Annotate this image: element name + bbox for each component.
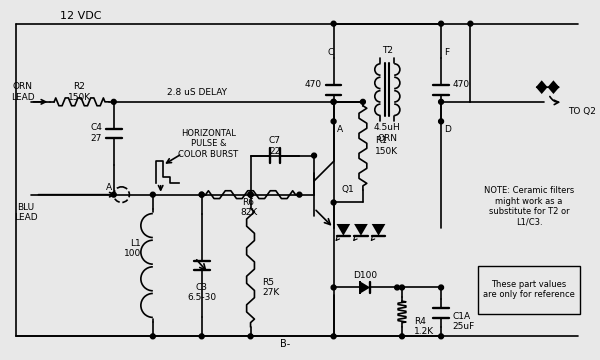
Circle shape — [297, 192, 302, 197]
Text: C3
6.5-30: C3 6.5-30 — [187, 283, 216, 302]
FancyBboxPatch shape — [478, 266, 580, 314]
Text: R6
82K: R6 82K — [240, 198, 257, 217]
Text: 4.5uH
ORN: 4.5uH ORN — [374, 123, 401, 143]
Text: D100: D100 — [353, 271, 377, 280]
Text: These part values
are only for reference: These part values are only for reference — [483, 280, 575, 299]
Circle shape — [468, 21, 473, 26]
Text: NOTE: Ceramic filters
might work as a
substitute for T2 or
L1/C3.: NOTE: Ceramic filters might work as a su… — [484, 186, 574, 226]
Text: T2: T2 — [382, 46, 393, 55]
Circle shape — [331, 334, 336, 339]
Text: A: A — [106, 183, 112, 192]
Circle shape — [395, 285, 400, 290]
Text: B-: B- — [280, 339, 290, 349]
Text: ORN
LEAD: ORN LEAD — [11, 82, 35, 102]
Text: A: A — [337, 125, 343, 134]
FancyBboxPatch shape — [479, 169, 579, 254]
Polygon shape — [372, 224, 385, 236]
Circle shape — [331, 200, 336, 205]
Polygon shape — [354, 224, 368, 236]
Circle shape — [361, 99, 365, 104]
Text: L1
100: L1 100 — [124, 239, 141, 258]
Circle shape — [248, 192, 253, 197]
Text: R4
1.2K: R4 1.2K — [414, 317, 434, 336]
Circle shape — [151, 192, 155, 197]
Text: Q1: Q1 — [341, 185, 354, 194]
Circle shape — [439, 99, 443, 104]
Circle shape — [311, 153, 316, 158]
Text: C4
27: C4 27 — [90, 123, 102, 143]
Text: BLU
LEAD: BLU LEAD — [14, 203, 38, 222]
Text: C7
22: C7 22 — [269, 136, 281, 156]
Circle shape — [248, 192, 253, 197]
Polygon shape — [361, 282, 370, 293]
Text: D: D — [444, 125, 451, 134]
Text: R2
150K: R2 150K — [68, 82, 91, 102]
Circle shape — [331, 99, 336, 104]
Circle shape — [248, 192, 253, 197]
Text: 470: 470 — [453, 80, 470, 89]
Circle shape — [199, 192, 204, 197]
Circle shape — [331, 119, 336, 124]
Polygon shape — [548, 80, 559, 94]
Circle shape — [112, 99, 116, 104]
Circle shape — [400, 334, 404, 339]
Circle shape — [248, 334, 253, 339]
Text: 470: 470 — [305, 80, 322, 89]
Polygon shape — [337, 224, 350, 236]
Text: C1A
25uF: C1A 25uF — [453, 312, 475, 331]
Circle shape — [439, 285, 443, 290]
Text: TO Q2: TO Q2 — [568, 107, 596, 116]
Circle shape — [439, 21, 443, 26]
Circle shape — [112, 192, 116, 197]
Polygon shape — [536, 80, 548, 94]
Circle shape — [199, 192, 204, 197]
Circle shape — [331, 99, 336, 104]
Circle shape — [331, 21, 336, 26]
Text: HORIZONTAL
PULSE &
COLOR BURST: HORIZONTAL PULSE & COLOR BURST — [178, 129, 239, 159]
Text: R1
150K: R1 150K — [374, 136, 398, 156]
Circle shape — [331, 285, 336, 290]
Text: 12 VDC: 12 VDC — [60, 11, 101, 21]
Text: F: F — [444, 49, 449, 58]
Text: 2.8 uS DELAY: 2.8 uS DELAY — [167, 87, 227, 96]
Circle shape — [400, 285, 404, 290]
Text: R5
27K: R5 27K — [262, 278, 280, 297]
Circle shape — [439, 334, 443, 339]
Circle shape — [151, 334, 155, 339]
Circle shape — [439, 119, 443, 124]
Text: C: C — [328, 49, 334, 58]
Circle shape — [199, 334, 204, 339]
